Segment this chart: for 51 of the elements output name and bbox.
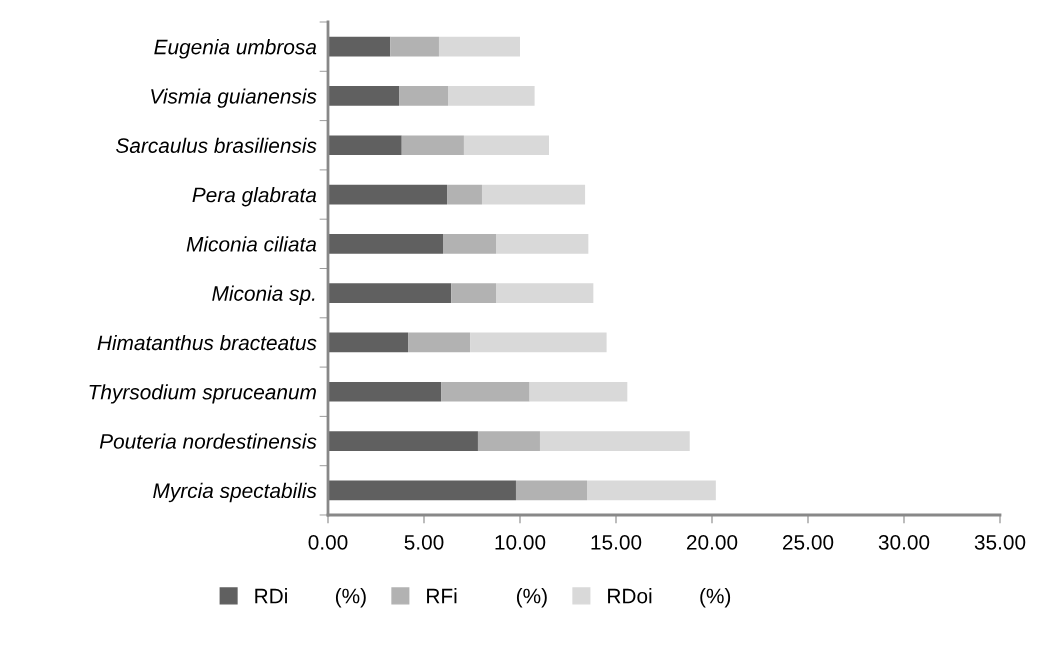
bar: [328, 86, 400, 106]
y-tick-label: Miconia sp.: [212, 285, 315, 306]
bar: [408, 332, 471, 353]
bar: [328, 233, 444, 254]
x-tick-label: 10.00: [495, 534, 546, 550]
bar: [390, 36, 439, 57]
x-tick-label: 30.00: [878, 534, 930, 550]
bar: [539, 431, 690, 451]
legend-label: RFi (%): [427, 588, 547, 608]
y-tick-label: Thyrsodium spruceanum: [89, 384, 316, 404]
bar: [328, 332, 409, 353]
bar: [496, 233, 589, 254]
y-tick-label: Sarcaulus brasiliensis: [116, 137, 317, 153]
bar: [587, 480, 716, 501]
y-tick-label: Myrcia spectabilis: [153, 482, 317, 503]
y-tick-label: Miconia ciliata: [186, 236, 317, 252]
bar: [529, 381, 628, 402]
bar: [441, 381, 530, 402]
x-tick-label: 20.00: [686, 534, 738, 550]
y-tick-label: Pera glabrata: [192, 187, 317, 207]
bar: [401, 135, 464, 156]
x-tick-label: 5.00: [404, 534, 444, 550]
bar: [496, 283, 594, 304]
bar: [328, 135, 402, 156]
bar: [515, 480, 588, 501]
bar: [443, 233, 496, 254]
x-tick-label: 0.00: [308, 534, 348, 550]
legend-label: RDoi (%): [608, 588, 731, 608]
bar: [328, 184, 448, 205]
bar: [328, 381, 442, 402]
bar: [477, 431, 540, 451]
bar: [328, 36, 391, 57]
bar: [470, 332, 607, 353]
bar: [328, 480, 516, 501]
y-tick-label: Pouteria nordestinensis: [99, 433, 317, 449]
x-tick-label: 15.00: [591, 534, 642, 550]
bar: [328, 431, 478, 451]
bar: [328, 283, 452, 304]
bar: [481, 184, 586, 205]
y-tick-label: Eugenia umbrosa: [154, 39, 317, 59]
x-tick-label: 25.00: [782, 534, 834, 550]
bar: [447, 184, 482, 205]
bar: [451, 283, 496, 304]
y-tick-label: Himatanthus bracteatus: [97, 334, 317, 351]
bar: [463, 135, 549, 156]
bar: [399, 86, 448, 106]
bar: [438, 36, 520, 57]
x-tick-label: 35.00: [974, 534, 1026, 550]
legend-label: RDi (%): [255, 588, 366, 608]
bar: [448, 86, 535, 106]
y-tick-label: Vismia guianensis: [151, 88, 317, 108]
